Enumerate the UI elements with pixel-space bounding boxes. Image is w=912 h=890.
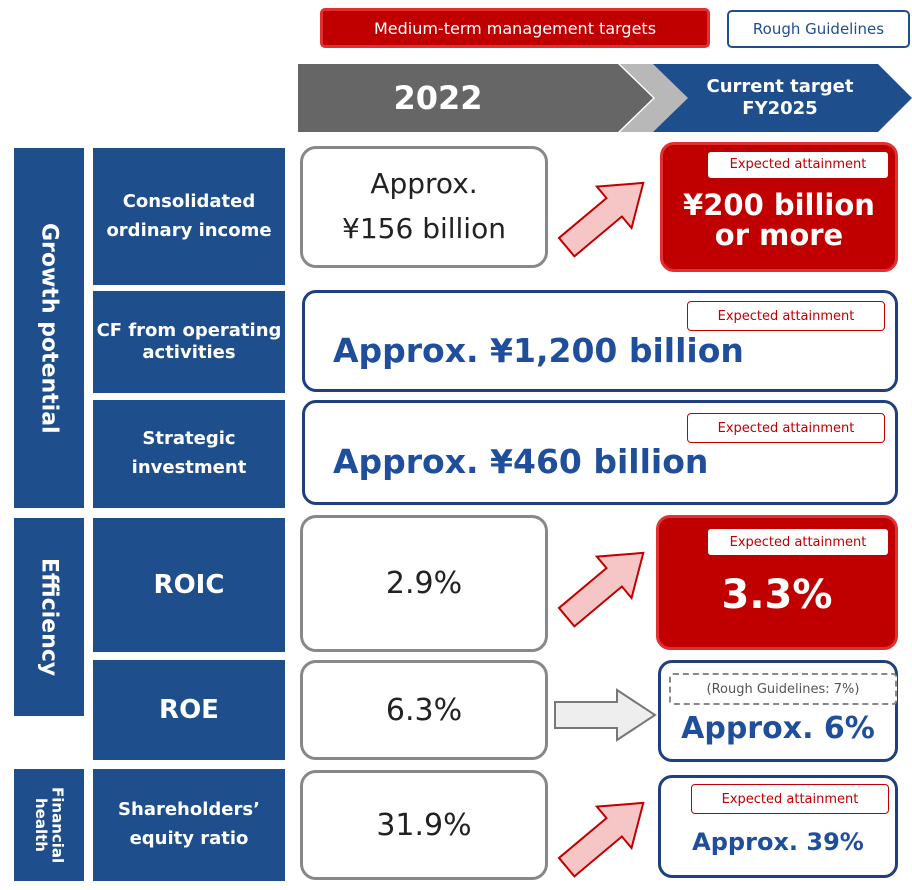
target-red: ¥200 billion or more Expected attainment [660, 142, 898, 272]
value-wide: Approx. ¥460 billion Expected attainment [302, 400, 898, 505]
target-blue: Approx. 39% Expected attainment [658, 775, 898, 878]
row-label: Consolidated ordinary income [93, 148, 285, 285]
value-text: ¥200 billion or more [683, 187, 875, 252]
value-text: Approx. 6% [681, 710, 875, 746]
arrow [554, 688, 657, 742]
value-2022: 31.9% [300, 770, 548, 880]
target-blue: Approx. 6% (Rough Guidelines: 7%) [658, 660, 898, 762]
arrow [557, 801, 645, 878]
tag: Expected attainment [687, 301, 885, 331]
row-label: ROE [93, 660, 285, 760]
group-label: Growth potential [14, 148, 84, 508]
value-text: Approx. ¥1,200 billion [333, 330, 744, 370]
group-label: Financial health [14, 769, 84, 881]
row-label: CF from operating activities [93, 291, 285, 393]
row-label: ROIC [93, 518, 285, 652]
target-red: 3.3% Expected attainment [656, 515, 898, 650]
value-wide: Approx. ¥1,200 billion Expected attainmen… [302, 290, 898, 392]
value-2022: Approx. ¥156 billion [300, 146, 548, 268]
tag: (Rough Guidelines: 7%) [669, 673, 897, 705]
value-text: ¥156 billion [342, 212, 506, 245]
tag: Expected attainment [707, 151, 889, 179]
value-text: 3.3% [721, 571, 833, 618]
header-arrows [298, 64, 912, 132]
row-label: Shareholders’ equity ratio [93, 769, 285, 881]
value-2022: 6.3% [300, 660, 548, 760]
value-text: Approx. 39% [692, 827, 864, 856]
tag: Expected attainment [691, 784, 889, 814]
header-target: Current target FY2025 [706, 76, 854, 119]
row-label: Strategic investment [93, 400, 285, 508]
group-label: Efficiency [14, 518, 84, 716]
header-year: 2022 [393, 79, 483, 117]
value-text: Approx. ¥460 billion [333, 442, 709, 481]
tag: Expected attainment [687, 413, 885, 443]
legend-guideline: Rough Guidelines [727, 10, 910, 48]
value-text: Approx. [370, 167, 478, 201]
arrow [557, 181, 645, 258]
arrow [557, 551, 645, 628]
tag: Expected attainment [707, 528, 889, 556]
value-2022: 2.9% [300, 515, 548, 652]
legend-target: Medium-term management targets [320, 8, 710, 48]
